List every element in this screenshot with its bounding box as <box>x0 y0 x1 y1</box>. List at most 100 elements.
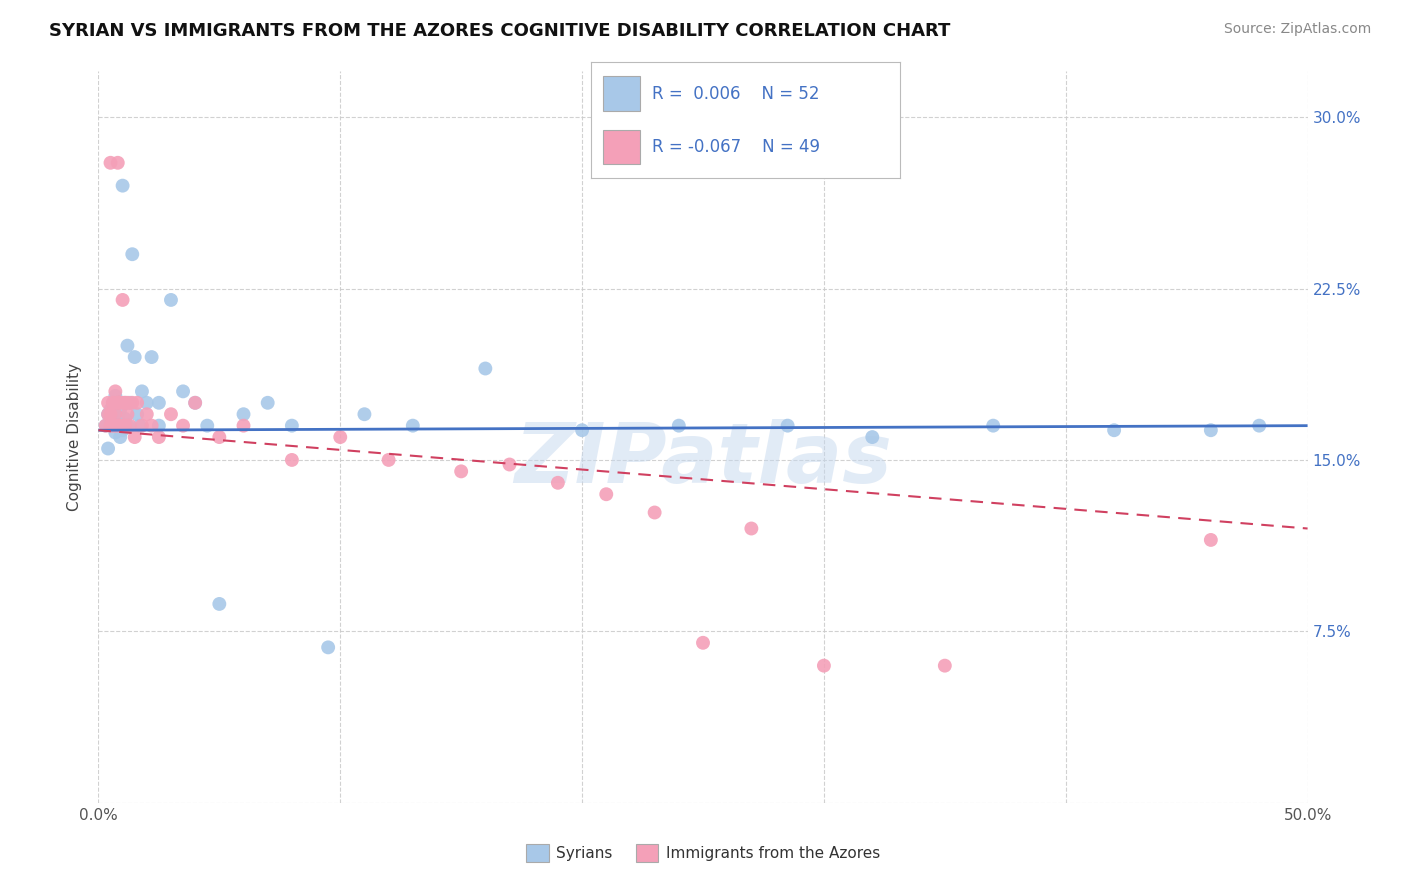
Point <box>668 418 690 433</box>
Point <box>316 640 339 655</box>
Point <box>232 418 254 433</box>
Point <box>135 407 157 421</box>
Point <box>1249 418 1271 433</box>
Point <box>100 418 122 433</box>
Point <box>114 396 136 410</box>
Point <box>121 396 143 410</box>
Text: SYRIAN VS IMMIGRANTS FROM THE AZORES COGNITIVE DISABILITY CORRELATION CHART: SYRIAN VS IMMIGRANTS FROM THE AZORES COG… <box>49 22 950 40</box>
Point <box>107 155 129 169</box>
Point <box>148 396 170 410</box>
Point <box>329 430 352 444</box>
Point <box>104 384 127 399</box>
Point <box>148 430 170 444</box>
Point <box>644 506 666 520</box>
Point <box>100 155 122 169</box>
Point <box>117 418 139 433</box>
Point <box>111 178 134 193</box>
Point <box>101 418 124 433</box>
Point <box>118 396 141 410</box>
Point <box>121 247 143 261</box>
Point <box>813 658 835 673</box>
Point <box>595 487 617 501</box>
Point <box>111 418 134 433</box>
Point <box>450 464 472 478</box>
Point <box>402 418 425 433</box>
Point <box>104 407 127 421</box>
Point <box>1102 423 1125 437</box>
Point <box>692 636 714 650</box>
Point <box>107 418 129 433</box>
Point <box>117 396 139 410</box>
Point <box>232 407 254 421</box>
Point <box>118 418 141 433</box>
Bar <box>603 129 640 164</box>
Point <box>353 407 375 421</box>
Point <box>148 418 170 433</box>
Point <box>114 396 136 410</box>
Point <box>111 396 134 410</box>
Point <box>141 418 163 433</box>
Legend: Syrians, Immigrants from the Azores: Syrians, Immigrants from the Azores <box>520 838 886 868</box>
Point <box>860 430 883 444</box>
Point <box>141 350 163 364</box>
Point <box>97 407 120 421</box>
Point <box>776 418 799 433</box>
Point <box>111 423 134 437</box>
Point <box>104 389 127 403</box>
Point <box>101 396 124 410</box>
Point <box>107 418 129 433</box>
Point <box>97 442 120 456</box>
Point <box>108 402 131 417</box>
Point <box>172 418 194 433</box>
Point <box>474 361 496 376</box>
Point <box>100 402 122 417</box>
Point <box>97 396 120 410</box>
Point <box>981 418 1004 433</box>
Point <box>208 597 231 611</box>
Point <box>101 396 124 410</box>
Point <box>1199 423 1222 437</box>
Point <box>160 293 183 307</box>
Point <box>111 293 134 307</box>
Point <box>117 338 139 352</box>
Point <box>131 384 153 399</box>
Point <box>97 407 120 421</box>
Point <box>107 396 129 410</box>
Point <box>111 418 134 433</box>
Point <box>124 430 146 444</box>
Text: R = -0.067    N = 49: R = -0.067 N = 49 <box>652 138 820 156</box>
Point <box>135 396 157 410</box>
Point <box>100 412 122 426</box>
Point <box>160 407 183 421</box>
Point <box>184 396 207 410</box>
Point <box>256 396 278 410</box>
Point <box>1199 533 1222 547</box>
Point <box>208 430 231 444</box>
Point <box>547 475 569 490</box>
Y-axis label: Cognitive Disability: Cognitive Disability <box>67 363 83 511</box>
Text: ZIPatlas: ZIPatlas <box>515 418 891 500</box>
Point <box>101 418 124 433</box>
Point <box>104 425 127 440</box>
Point <box>498 458 520 472</box>
Point <box>571 423 593 437</box>
Point <box>131 418 153 433</box>
Point <box>104 407 127 421</box>
Point <box>127 396 149 410</box>
Point <box>94 418 117 433</box>
Text: R =  0.006    N = 52: R = 0.006 N = 52 <box>652 85 820 103</box>
Point <box>195 418 218 433</box>
Point <box>184 396 207 410</box>
Point <box>117 407 139 421</box>
Point <box>127 407 149 421</box>
Bar <box>603 77 640 112</box>
Point <box>128 418 150 433</box>
Point <box>281 418 304 433</box>
Point <box>740 521 762 535</box>
Point <box>172 384 194 399</box>
Point <box>108 396 131 410</box>
Point <box>377 453 399 467</box>
Point <box>114 418 136 433</box>
Text: Source: ZipAtlas.com: Source: ZipAtlas.com <box>1223 22 1371 37</box>
Point <box>114 412 136 426</box>
